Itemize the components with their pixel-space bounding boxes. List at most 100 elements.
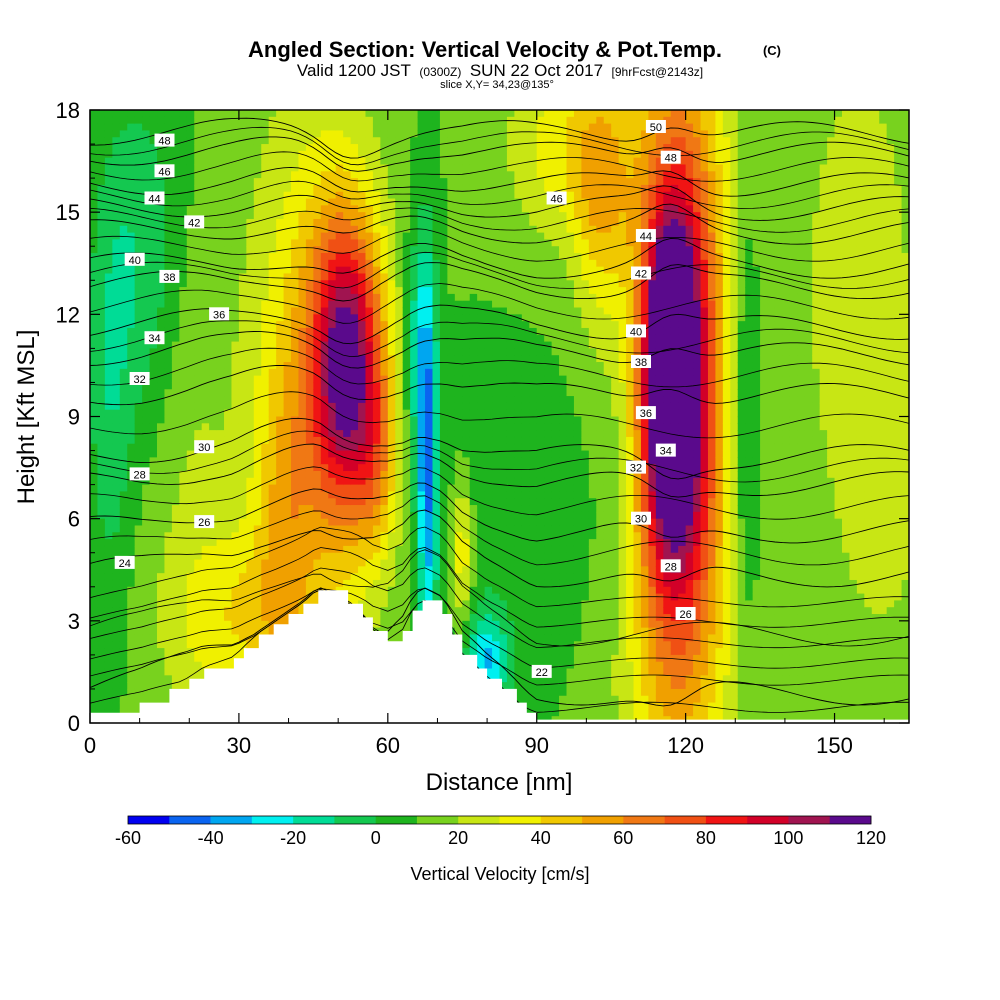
- velocity-cell: [469, 593, 478, 601]
- velocity-cell: [447, 573, 456, 581]
- velocity-cell: [335, 259, 344, 268]
- velocity-cell: [149, 212, 158, 220]
- velocity-cell: [454, 293, 463, 302]
- velocity-cell: [350, 443, 359, 452]
- velocity-cell: [231, 505, 240, 513]
- velocity-cell: [447, 314, 456, 322]
- velocity-cell: [142, 184, 151, 193]
- velocity-cell: [157, 436, 166, 445]
- velocity-cell: [350, 137, 359, 145]
- velocity-cell: [402, 450, 411, 458]
- velocity-cell: [238, 450, 247, 458]
- velocity-cell: [171, 620, 180, 629]
- velocity-cell: [283, 600, 292, 608]
- velocity-cell: [194, 348, 203, 356]
- velocity-cell: [104, 246, 113, 254]
- velocity-cell: [387, 280, 396, 288]
- velocity-cell: [149, 682, 158, 690]
- velocity-cell: [157, 341, 166, 349]
- velocity-cell: [112, 144, 121, 152]
- velocity-cell: [104, 464, 113, 472]
- velocity-cell: [268, 614, 277, 622]
- velocity-cell: [335, 123, 344, 132]
- velocity-cell: [104, 321, 113, 329]
- velocity-cell: [134, 607, 143, 615]
- velocity-cell: [179, 225, 188, 234]
- velocity-cell: [149, 246, 158, 254]
- velocity-cell: [171, 525, 180, 533]
- velocity-cell: [328, 484, 337, 493]
- velocity-cell: [119, 225, 128, 234]
- velocity-cell: [127, 661, 136, 670]
- velocity-cell: [335, 205, 344, 213]
- velocity-cell: [380, 450, 389, 458]
- velocity-cell: [112, 505, 121, 513]
- velocity-cell: [335, 491, 344, 499]
- velocity-cell: [246, 355, 255, 363]
- velocity-cell: [186, 178, 195, 186]
- velocity-cell: [253, 491, 262, 499]
- velocity-cell: [216, 518, 225, 527]
- velocity-cell: [350, 191, 359, 200]
- velocity-cell: [350, 573, 359, 581]
- velocity-cell: [305, 545, 314, 554]
- velocity-cell: [268, 307, 277, 315]
- velocity-cell: [328, 123, 337, 132]
- velocity-cell: [469, 321, 478, 329]
- velocity-cell: [410, 321, 419, 329]
- velocity-cell: [142, 137, 151, 145]
- velocity-cell: [231, 212, 240, 220]
- velocity-cell: [201, 477, 210, 486]
- velocity-cell: [305, 259, 314, 268]
- velocity-cell: [372, 389, 381, 397]
- velocity-cell: [447, 396, 456, 404]
- velocity-cell: [358, 443, 367, 452]
- velocity-cell: [253, 293, 262, 302]
- velocity-cell: [186, 293, 195, 302]
- velocity-cell: [186, 484, 195, 493]
- velocity-cell: [462, 198, 471, 206]
- velocity-cell: [372, 566, 381, 574]
- velocity-cell: [484, 171, 493, 179]
- velocity-cell: [149, 123, 158, 132]
- velocity-cell: [499, 300, 508, 309]
- velocity-cell: [365, 593, 374, 601]
- velocity-cell: [224, 566, 233, 574]
- velocity-cell: [209, 484, 218, 493]
- velocity-cell: [216, 484, 225, 493]
- velocity-cell: [365, 232, 374, 241]
- velocity-cell: [261, 246, 270, 254]
- velocity-cell: [186, 586, 195, 595]
- velocity-cell: [104, 566, 113, 574]
- velocity-cell: [231, 648, 240, 656]
- velocity-cell: [224, 280, 233, 288]
- velocity-cell: [387, 110, 396, 118]
- velocity-cell: [216, 184, 225, 193]
- velocity-cell: [142, 259, 151, 268]
- velocity-cell: [216, 593, 225, 601]
- velocity-cell: [492, 579, 501, 588]
- velocity-cell: [291, 307, 300, 315]
- velocity-cell: [469, 409, 478, 418]
- velocity-cell: [432, 518, 441, 527]
- velocity-cell: [134, 627, 143, 636]
- velocity-cell: [224, 178, 233, 186]
- velocity-cell: [387, 164, 396, 172]
- velocity-cell: [417, 579, 426, 588]
- velocity-cell: [216, 368, 225, 377]
- velocity-cell: [283, 491, 292, 499]
- velocity-cell: [90, 579, 99, 588]
- velocity-cell: [439, 579, 448, 588]
- velocity-cell: [492, 614, 501, 622]
- velocity-cell: [194, 539, 203, 547]
- velocity-cell: [157, 116, 166, 125]
- velocity-cell: [261, 491, 270, 499]
- velocity-cell: [402, 518, 411, 527]
- velocity-cell: [112, 266, 121, 275]
- velocity-cell: [305, 355, 314, 363]
- velocity-cell: [358, 110, 367, 118]
- velocity-cell: [410, 368, 419, 377]
- velocity-cell: [350, 423, 359, 431]
- velocity-cell: [171, 362, 180, 370]
- velocity-cell: [112, 641, 121, 649]
